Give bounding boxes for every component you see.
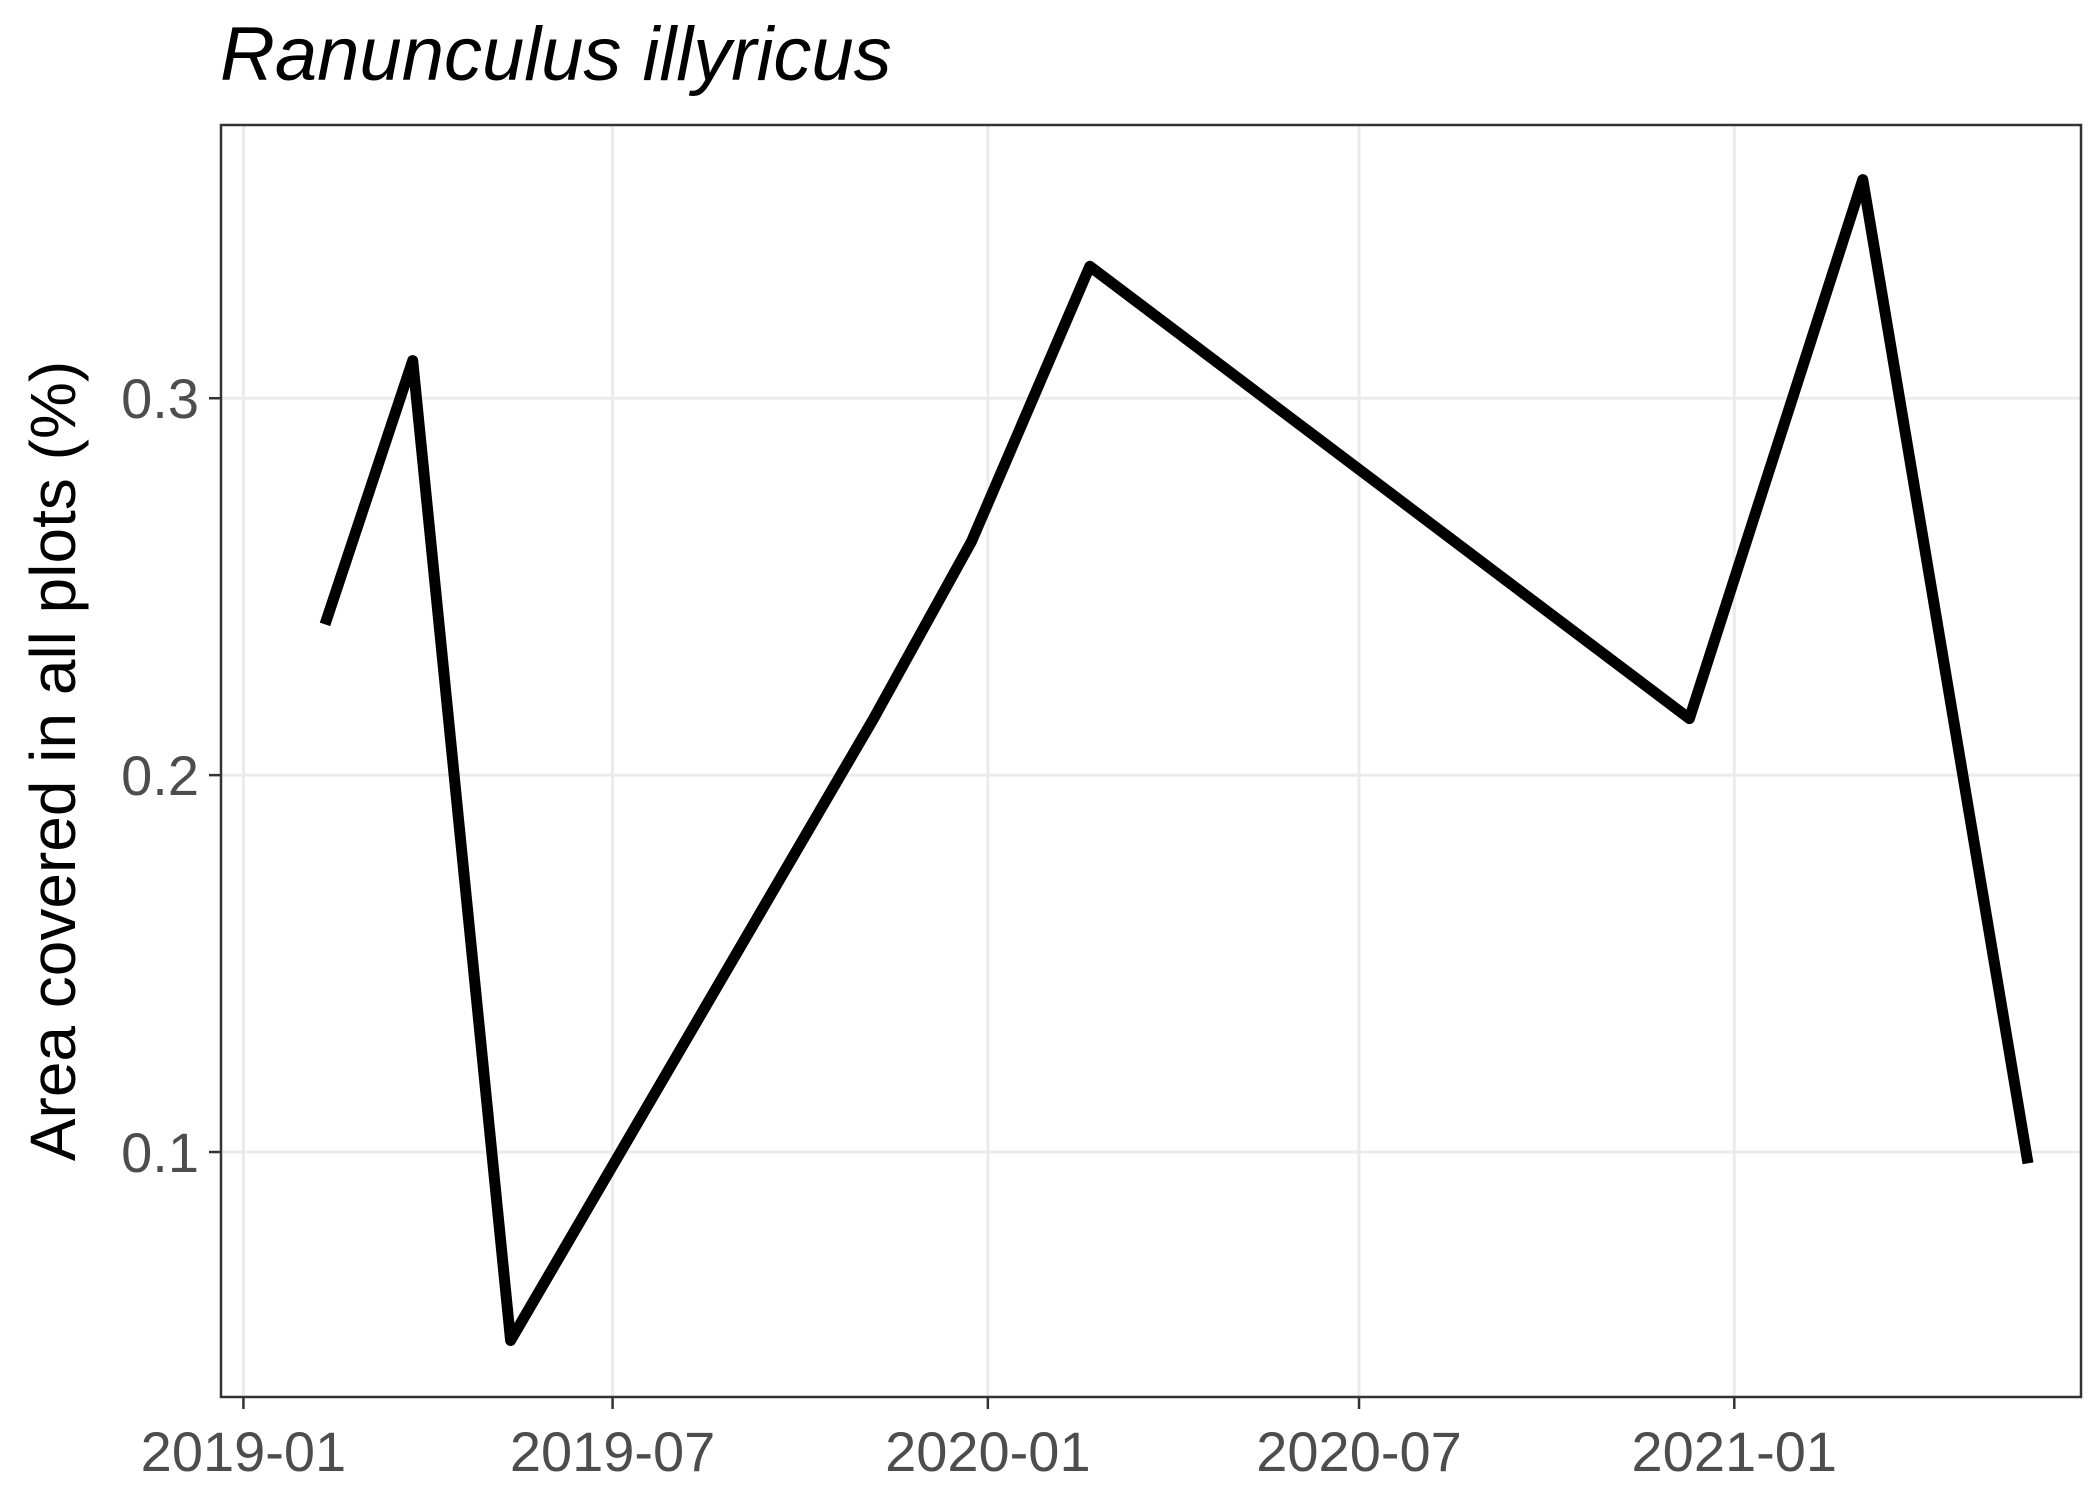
y-axis-label: Area covered in all plots (%) — [17, 361, 89, 1161]
x-tick-label: 2019-01 — [141, 1420, 347, 1483]
y-tick-label: 0.1 — [121, 1121, 199, 1184]
x-tick-label: 2020-07 — [1256, 1420, 1462, 1483]
x-tick-label: 2019-07 — [510, 1420, 716, 1483]
x-axis: 2019-01 2019-07 2020-01 2020-07 2021-01 — [141, 1397, 1837, 1483]
y-tick-label: 0.3 — [121, 367, 199, 430]
y-axis: 0.1 0.2 0.3 — [121, 367, 221, 1184]
x-tick-label: 2021-01 — [1632, 1420, 1838, 1483]
series-line — [319, 174, 2034, 1346]
y-tick-label: 0.2 — [121, 744, 199, 807]
series-layer — [319, 174, 2034, 1346]
grid — [221, 125, 2081, 1397]
chart-title: Ranunculus illyricus — [220, 12, 892, 97]
plot-panel — [219, 123, 2083, 1399]
x-tick-label: 2020-01 — [885, 1420, 1091, 1483]
